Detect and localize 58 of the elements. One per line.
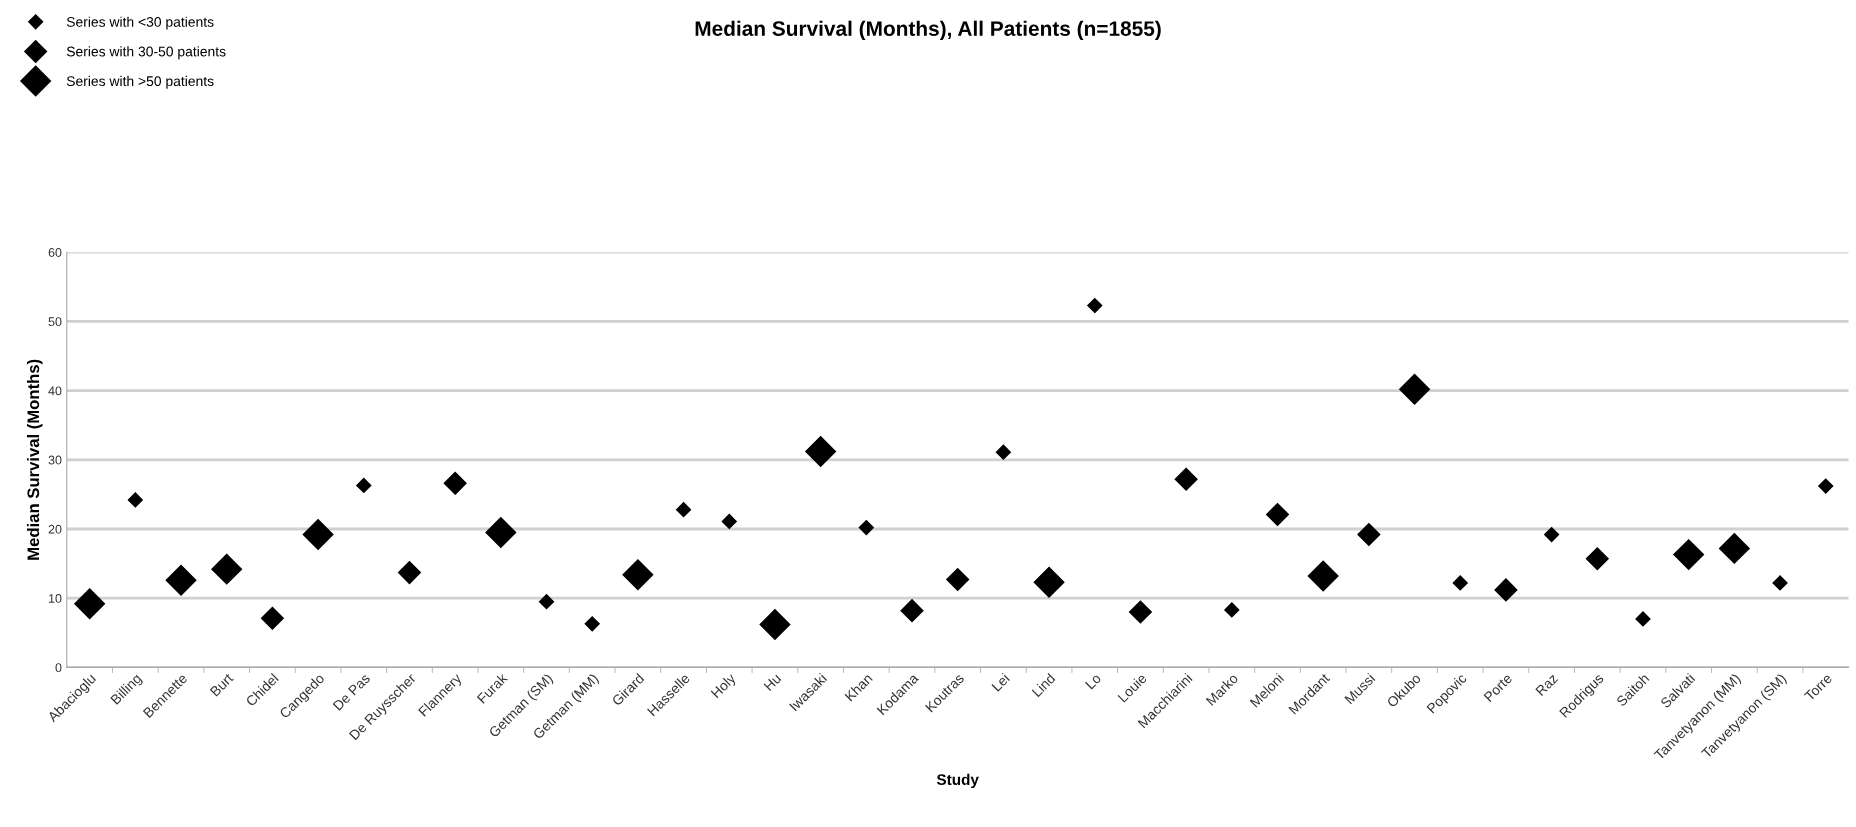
point (721, 513, 737, 529)
y-axis-title: Median Survival (Months) (26, 359, 43, 560)
point (584, 616, 600, 632)
legend-label: Series with 30-50 patients (66, 46, 226, 60)
point (1266, 502, 1289, 526)
point (1128, 600, 1152, 624)
point (1357, 523, 1381, 547)
x-tick-label: Lei (991, 672, 1010, 692)
point (1673, 539, 1705, 571)
point (211, 553, 243, 585)
point (1818, 478, 1834, 494)
chart-title: Median Survival (Months), All Patients (n=1855) (695, 20, 1161, 41)
y-tick-label: 40 (48, 386, 62, 396)
point (946, 568, 970, 592)
point (1033, 566, 1065, 598)
point (356, 477, 372, 493)
y-tick-label: 10 (49, 594, 62, 603)
point (1399, 373, 1430, 405)
point (900, 599, 924, 623)
y-tick-label: 30 (48, 455, 62, 465)
point (74, 588, 106, 620)
y-tick-label: 0 (55, 663, 62, 673)
x-tick-label: Raz (1535, 673, 1559, 697)
point (1544, 526, 1560, 543)
point (1307, 560, 1339, 592)
point (676, 502, 692, 518)
point (805, 436, 837, 467)
y-tick-label: 60 (48, 248, 62, 257)
point (302, 519, 334, 550)
x-tick-label: Lo (1085, 673, 1102, 690)
legend-label: Series with <30 patients (66, 16, 214, 30)
point (260, 606, 284, 630)
point (1585, 547, 1609, 571)
legend-label: Series with >50 patients (66, 75, 214, 89)
point (127, 492, 143, 508)
point (1087, 297, 1103, 314)
point (397, 561, 421, 585)
point (1635, 611, 1651, 627)
point (538, 594, 555, 610)
point (1224, 602, 1240, 618)
x-tick-label: Hu (763, 673, 782, 692)
point (1494, 578, 1518, 602)
x-tick-label: Torre (1803, 673, 1833, 702)
y-tick-label: 50 (48, 317, 62, 327)
point (622, 559, 654, 591)
point (485, 517, 517, 548)
point (165, 564, 197, 596)
x-tick-label: Burt (209, 672, 234, 697)
point (1174, 467, 1198, 491)
y-tick-label: 20 (48, 524, 62, 534)
point (858, 520, 874, 536)
point (443, 471, 467, 495)
point (1772, 575, 1788, 591)
point (995, 444, 1011, 460)
point (1452, 575, 1468, 591)
point (759, 609, 791, 640)
x-axis-title: Study (936, 773, 979, 789)
point (1718, 532, 1750, 564)
